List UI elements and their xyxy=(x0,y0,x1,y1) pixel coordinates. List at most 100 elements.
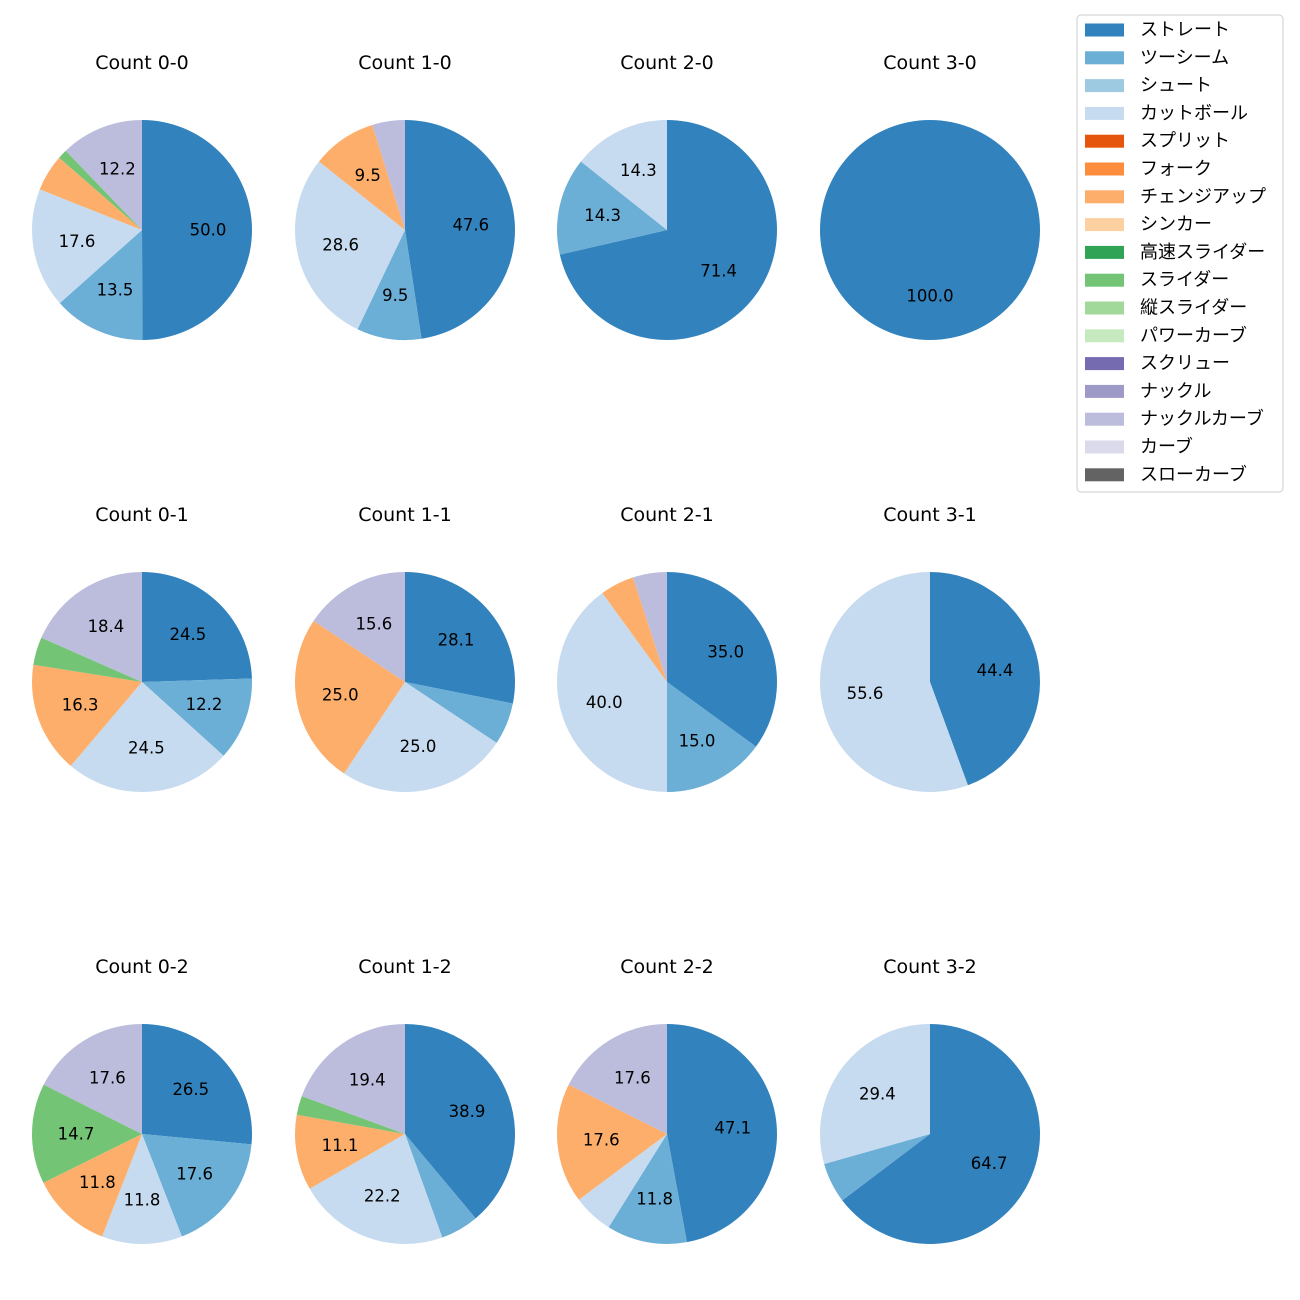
legend-swatch xyxy=(1085,162,1124,176)
pie-slice xyxy=(556,161,667,255)
pie-slice xyxy=(667,682,756,792)
pie-slice xyxy=(318,124,405,230)
pie-11: Count 2-2 47.1 11.8 17.6 17.6 xyxy=(557,956,777,1244)
legend-label: シンカー xyxy=(1140,214,1212,235)
pie-slice xyxy=(102,1134,182,1244)
pie-slice-label: 44.4 xyxy=(977,661,1014,680)
pie-slice-label: 100.0 xyxy=(906,287,953,306)
pie-slice-label: 17.6 xyxy=(176,1164,213,1183)
pie-slice xyxy=(820,120,1040,340)
pie-slice-label: 40.0 xyxy=(586,693,623,712)
legend-swatch xyxy=(1085,245,1124,259)
legend-label: パワーカーブ xyxy=(1140,324,1247,346)
legend-swatch xyxy=(1085,23,1124,37)
legend-swatch xyxy=(1085,301,1124,315)
pie-slice xyxy=(41,572,142,682)
pie-10: Count 1-2 38.9 22.2 11.1 19.4 xyxy=(295,956,515,1244)
pie-slice xyxy=(296,1096,405,1134)
legend-label: スローカーブ xyxy=(1140,463,1247,485)
legend-swatch xyxy=(1085,440,1124,454)
pie-slice-label: 19.4 xyxy=(349,1070,386,1089)
legend-item: スクリュー xyxy=(1085,353,1230,374)
legend-swatch xyxy=(1085,106,1124,120)
legend-item: 高速スライダー xyxy=(1085,242,1265,263)
legend-swatch xyxy=(1085,190,1124,204)
pie-slice xyxy=(142,572,252,682)
legend-label: スライダー xyxy=(1140,270,1229,291)
pie-slice-label: 47.1 xyxy=(714,1118,751,1137)
pie-slice-label: 55.6 xyxy=(847,684,884,703)
pie-slice xyxy=(559,120,777,340)
legend-item: スプリット xyxy=(1085,131,1230,152)
pie-slice xyxy=(295,1114,405,1189)
legend-swatch xyxy=(1085,357,1124,371)
legend-item: スライダー xyxy=(1085,270,1229,291)
legend-label: カーブ xyxy=(1140,436,1193,458)
pie-slice-label: 26.5 xyxy=(172,1080,209,1099)
legend: ストレートツーシームシュートカットボールスプリットフォークチェンジアップシンカー… xyxy=(1076,14,1284,493)
pie-grid: Count 0-0 50.0 13.5 17.6 12.2 Count 1-0 47.6 9.… xyxy=(32,52,1040,1244)
pie-slice xyxy=(142,120,252,340)
legend-item: ストレート xyxy=(1085,20,1230,41)
legend-item: パワーカーブ xyxy=(1085,324,1247,346)
pie-title: Count 3-0 xyxy=(883,52,977,74)
pie-slice xyxy=(309,1134,443,1244)
pie-slice xyxy=(578,1134,667,1228)
pie-slice xyxy=(142,1134,252,1237)
pie-slice-label: 71.4 xyxy=(700,262,737,281)
legend-item: チェンジアップ xyxy=(1085,186,1266,207)
legend-swatch xyxy=(1085,51,1124,65)
pie-title: Count 2-1 xyxy=(620,504,714,526)
pie-slice xyxy=(820,1024,930,1165)
pie-slice xyxy=(43,1023,142,1134)
pie-slice xyxy=(667,572,777,747)
pie-slice xyxy=(313,571,405,682)
pie-slice-label: 35.0 xyxy=(707,643,744,662)
pie-title: Count 1-1 xyxy=(358,504,452,526)
pie-6: Count 1-1 28.1 25.0 25.0 15.6 xyxy=(295,504,515,792)
pie-slice xyxy=(343,682,497,792)
legend-item: ナックルカーブ xyxy=(1085,408,1264,430)
pie-slice xyxy=(608,1134,687,1244)
legend-item: カットボール xyxy=(1085,103,1248,124)
pie-slice xyxy=(59,150,142,230)
pie-slice-label: 47.6 xyxy=(452,216,489,235)
pie-slice-label: 11.8 xyxy=(636,1189,673,1208)
pie-slice-label: 12.2 xyxy=(186,695,223,714)
pie-slice xyxy=(667,1024,777,1243)
pie-slice-label: 9.5 xyxy=(382,286,408,305)
pie-slice xyxy=(568,1023,667,1134)
pie-slice-label: 11.8 xyxy=(79,1173,116,1192)
pie-title: Count 1-0 xyxy=(358,52,452,74)
pie-slice-label: 16.3 xyxy=(62,695,99,714)
pie-slice xyxy=(294,161,405,330)
legend-item: シンカー xyxy=(1085,214,1212,235)
pie-slice xyxy=(405,572,515,704)
pie-slice-label: 15.6 xyxy=(356,614,393,633)
legend-label: シュート xyxy=(1140,75,1212,96)
legend-item: フォーク xyxy=(1085,159,1212,180)
pie-slice-label: 14.7 xyxy=(58,1124,95,1143)
pie-slice-label: 13.5 xyxy=(97,281,134,300)
pie-slice xyxy=(405,1134,476,1238)
legend-label: スプリット xyxy=(1140,131,1230,152)
pie-slice-label: 25.0 xyxy=(400,737,437,756)
pie-slice xyxy=(557,1084,667,1200)
pie-slice-label: 28.1 xyxy=(438,631,475,650)
pie-slice-label: 28.6 xyxy=(322,235,359,254)
pie-slice-label: 50.0 xyxy=(190,220,227,239)
pie-slice-label: 38.9 xyxy=(449,1102,486,1121)
legend-label: ツーシーム xyxy=(1140,47,1229,68)
pie-slice xyxy=(405,682,513,743)
legend-swatch xyxy=(1085,273,1124,287)
pie-slice xyxy=(405,120,515,339)
pie-slice-label: 17.6 xyxy=(583,1130,620,1149)
pie-title: Count 3-2 xyxy=(883,956,977,978)
legend-label: ストレート xyxy=(1140,20,1230,41)
pie-12: Count 3-2 64.7 29.4 xyxy=(820,956,1040,1244)
pie-2: Count 1-0 47.6 9.5 28.6 9.5 xyxy=(294,52,515,340)
pie-slice xyxy=(357,230,422,340)
legend-item: ツーシーム xyxy=(1085,47,1229,68)
pie-slice xyxy=(142,678,253,756)
